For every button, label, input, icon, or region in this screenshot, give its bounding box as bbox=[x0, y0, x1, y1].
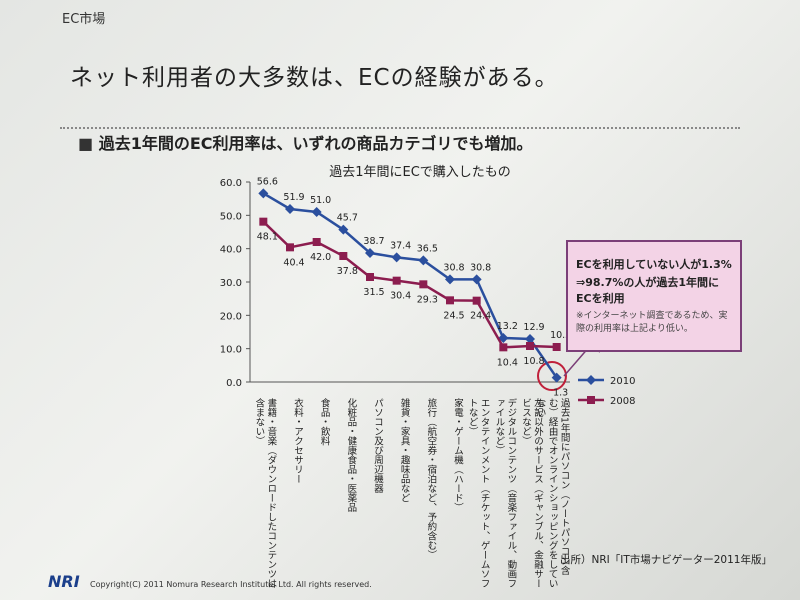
value-label: 51.0 bbox=[310, 195, 331, 206]
value-label: 1.3 bbox=[553, 388, 568, 399]
x-tick-label: 化粧品・健康食品・医薬品 bbox=[345, 398, 357, 512]
legend-marker bbox=[586, 375, 596, 385]
x-tick-label: 雑貨・家具・趣味品など bbox=[398, 398, 410, 503]
x-tick-label: 過去1年間にパソコン（ノートパソコン含む）経由でオンラインショッピングをしていな… bbox=[534, 398, 570, 588]
value-label: 37.4 bbox=[390, 240, 411, 251]
point bbox=[391, 252, 402, 263]
x-tick-label: エンタテインメント（チケット、ゲームソフトなど） bbox=[466, 398, 490, 588]
point bbox=[392, 276, 401, 285]
value-label: 42.0 bbox=[310, 252, 331, 263]
legend-label: 2008 bbox=[610, 396, 635, 407]
point bbox=[471, 274, 482, 285]
legend-marker bbox=[587, 396, 595, 404]
x-tick-label: デジタルコンテンツ（音楽ファイル、動画ファイルなど） bbox=[493, 398, 517, 588]
y-tick-label: 40.0 bbox=[220, 245, 242, 256]
value-label: 10.8 bbox=[523, 356, 544, 367]
point bbox=[339, 252, 348, 260]
point bbox=[419, 280, 428, 289]
value-label: 24.4 bbox=[470, 311, 491, 322]
legend-label: 2010 bbox=[610, 376, 635, 387]
point bbox=[551, 372, 562, 383]
point bbox=[259, 217, 268, 226]
highlight-circle bbox=[537, 361, 567, 391]
point bbox=[446, 296, 454, 305]
x-tick-label: 家電・ゲーム機（ハード） bbox=[452, 398, 463, 512]
y-tick-label: 30.0 bbox=[220, 278, 242, 289]
value-label: 48.1 bbox=[257, 232, 278, 243]
value-label: 37.8 bbox=[337, 266, 358, 277]
callout-note: ※インターネット調査であるため、実際の利用率は上記より低い。 bbox=[576, 311, 728, 334]
value-label: 31.5 bbox=[363, 287, 384, 298]
value-label: 36.5 bbox=[417, 243, 438, 254]
point bbox=[312, 238, 321, 246]
value-label: 13.2 bbox=[497, 321, 518, 332]
value-label: 56.6 bbox=[257, 176, 278, 187]
x-tick-label: 書籍・音楽（ダウンロードしたコンテンツは含まない） bbox=[253, 398, 277, 588]
point bbox=[499, 343, 508, 352]
value-label: 45.7 bbox=[337, 213, 358, 224]
value-label: 30.8 bbox=[470, 262, 491, 273]
point bbox=[525, 334, 535, 344]
point bbox=[365, 248, 375, 258]
value-label: 40.4 bbox=[283, 257, 304, 268]
y-tick-label: 60.0 bbox=[220, 178, 242, 189]
section-label: EC市場 bbox=[62, 12, 106, 27]
line bbox=[262, 220, 557, 349]
point bbox=[258, 188, 269, 199]
point bbox=[366, 273, 374, 281]
callout-line: ECを利用していない人が1.3% bbox=[576, 258, 732, 271]
value-label: 38.7 bbox=[363, 236, 384, 247]
slide-title: ネット利用者の大多数は、ECの経験がある。 bbox=[70, 65, 559, 91]
point bbox=[338, 224, 349, 235]
divider bbox=[60, 127, 740, 129]
point bbox=[445, 274, 455, 285]
value-label: 10.4 bbox=[497, 357, 518, 368]
value-label: 29.3 bbox=[417, 294, 438, 305]
value-label: 30.4 bbox=[390, 291, 411, 302]
source: 出所）NRI「IT市場ナビゲーター2011年版」 bbox=[560, 554, 772, 566]
point bbox=[311, 207, 322, 217]
value-label: 10.5 bbox=[550, 330, 571, 341]
y-tick-label: 0.0 bbox=[226, 378, 242, 389]
chart-title: 過去1年間にECで購入したもの bbox=[329, 165, 511, 180]
bullet: 過去1年間のEC利用率は、いずれの商品カテゴリでも増加。 bbox=[78, 130, 533, 154]
point bbox=[552, 343, 561, 351]
value-label: 24.5 bbox=[443, 310, 464, 321]
x-tick-label: 衣料・アクセサリー bbox=[292, 398, 303, 484]
callout-line: ⇒98.7%の人が過去1年間にECを利用 bbox=[576, 276, 720, 305]
copyright: Copyright(C) 2011 Nomura Research Instit… bbox=[90, 580, 372, 589]
line bbox=[262, 192, 558, 379]
value-label: 51.9 bbox=[283, 192, 304, 203]
x-tick-label: パソコン及び周辺機器 bbox=[372, 398, 383, 493]
point bbox=[285, 204, 295, 214]
x-tick-label: 旅行（航空券・宿泊など、予約含む） bbox=[425, 398, 437, 560]
callout: ECを利用していない人が1.3% ⇒98.7%の人が過去1年間にECを利用 ※イ… bbox=[566, 240, 742, 352]
y-tick-label: 50.0 bbox=[220, 211, 242, 222]
x-tick-label: 食品・飲料 bbox=[318, 398, 330, 446]
point bbox=[526, 342, 534, 350]
point bbox=[472, 296, 481, 305]
point bbox=[418, 255, 429, 266]
point bbox=[286, 243, 294, 252]
x-tick-label: 左記以外のサービス（ギャンブル、金融サービスなど） bbox=[520, 398, 543, 588]
value-label: 12.9 bbox=[523, 322, 544, 333]
y-tick-label: 20.0 bbox=[220, 311, 242, 322]
logo: NRI bbox=[48, 572, 80, 591]
value-label: 30.8 bbox=[443, 262, 464, 273]
y-tick-label: 10.0 bbox=[220, 345, 242, 356]
